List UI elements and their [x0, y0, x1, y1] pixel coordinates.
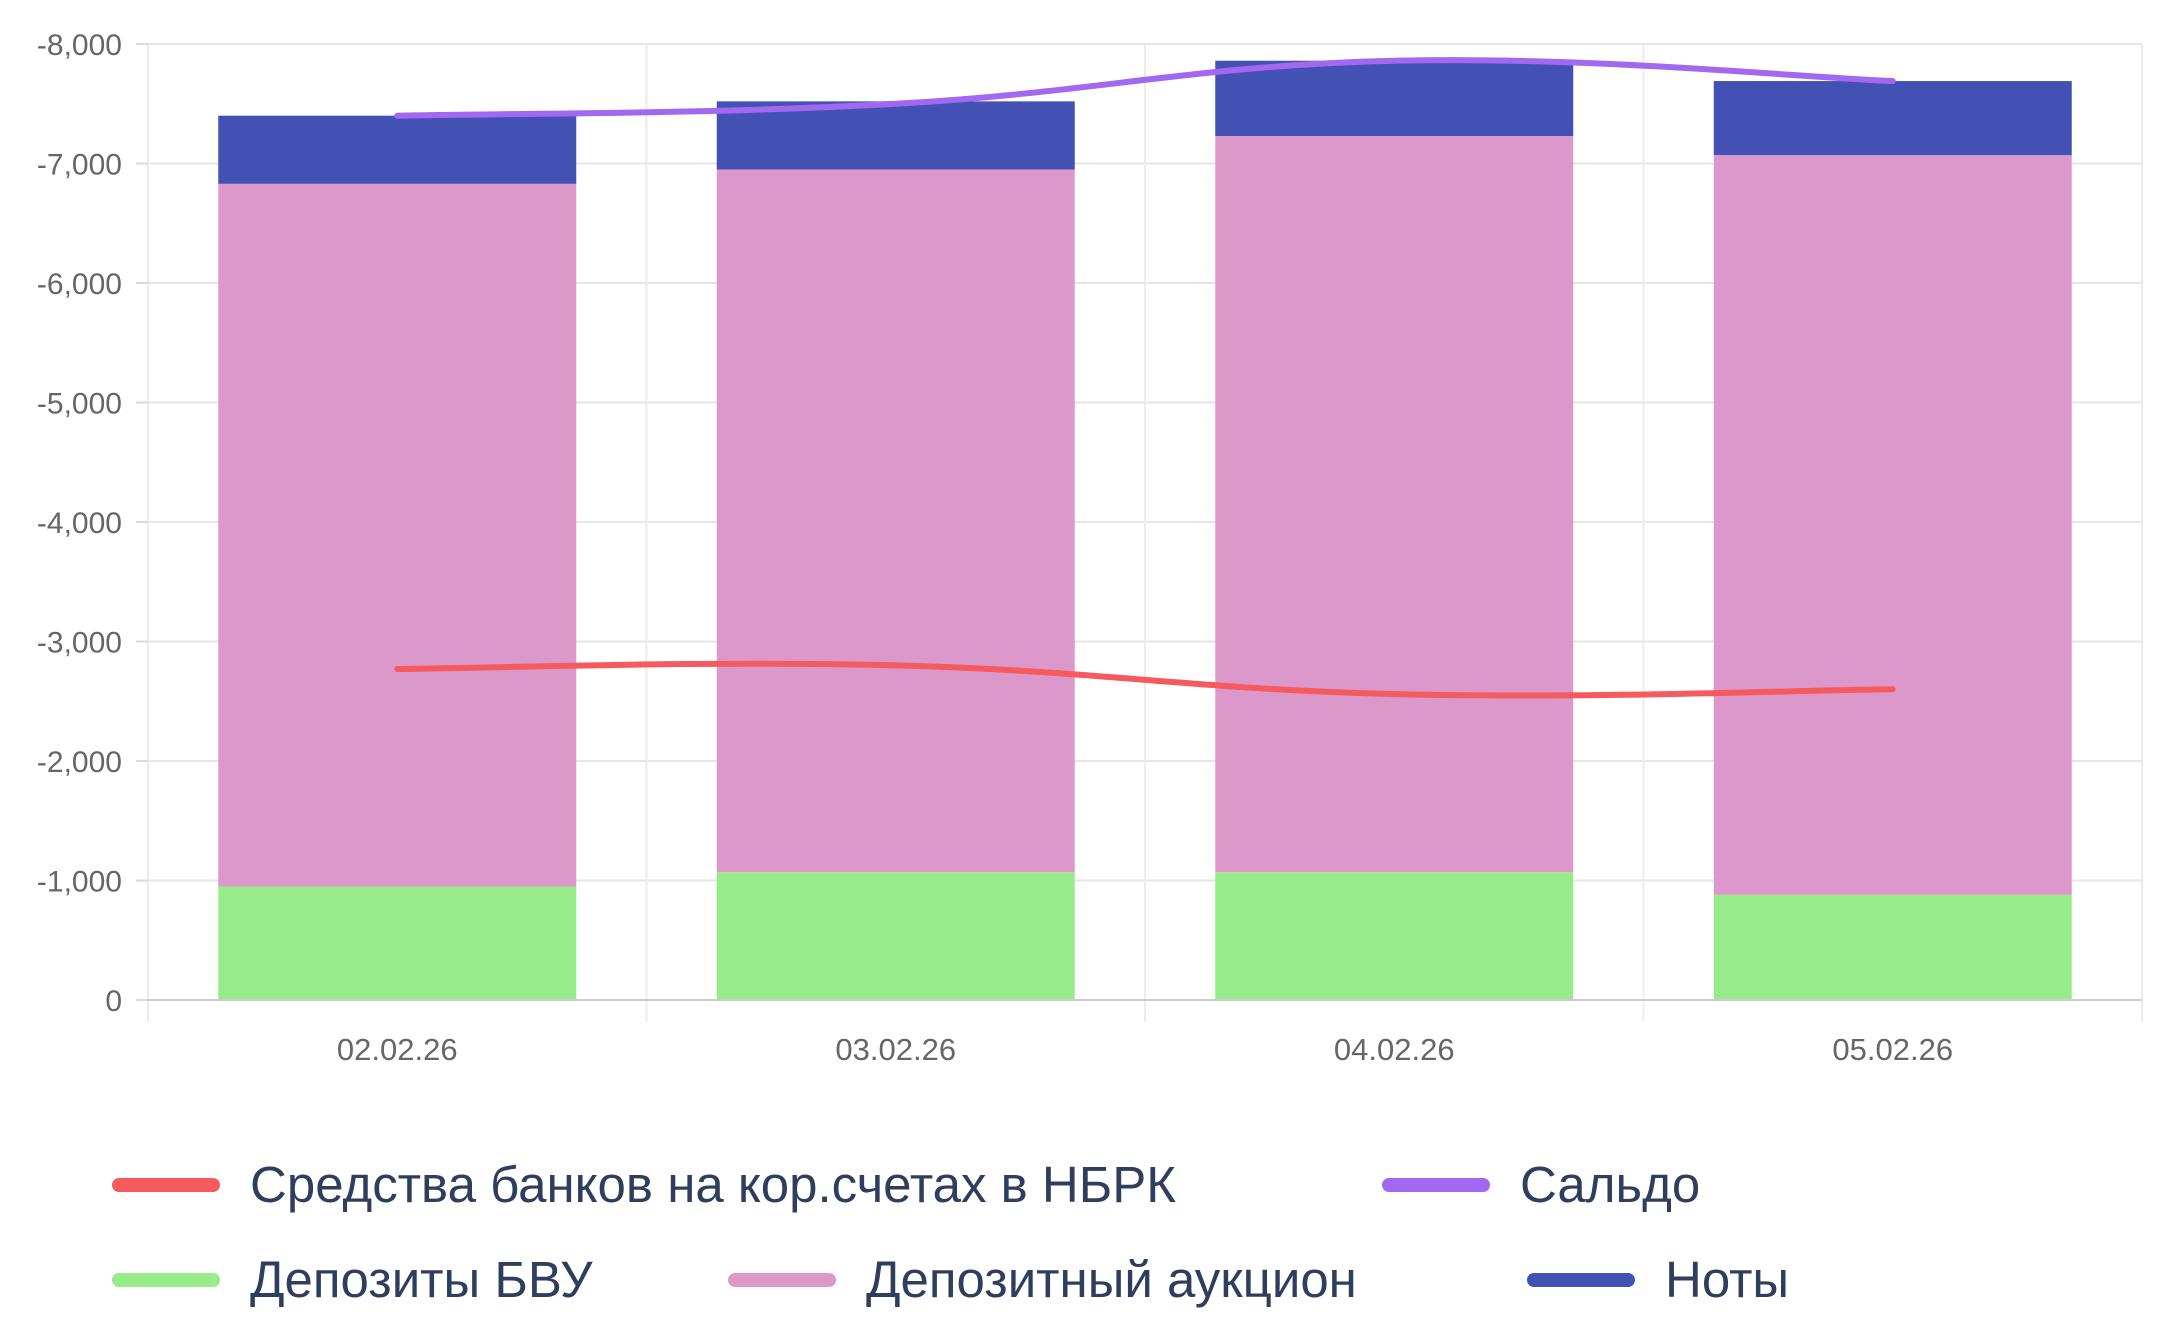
legend-item-notes[interactable]: Ноты — [1527, 1250, 1789, 1309]
x-tick-label: 05.02.26 — [1832, 1032, 1953, 1067]
bar-segment — [1215, 60, 1574, 137]
bar-segment — [218, 886, 577, 1000]
y-tick-label: -3,000 — [37, 627, 122, 660]
x-tick-label: 04.02.26 — [1334, 1032, 1455, 1067]
y-tick-label: 0 — [105, 985, 122, 1018]
legend-swatch-bvu-deposits — [112, 1272, 220, 1287]
y-tick-label: -8,000 — [37, 29, 122, 62]
bar-segment — [1713, 81, 2072, 156]
series-lines — [394, 57, 1896, 699]
legend-swatch-notes — [1527, 1272, 1635, 1287]
legend-swatch-correspondent-accounts — [112, 1177, 220, 1192]
series-line — [394, 57, 1896, 119]
legend-label: Депозиты БВУ — [250, 1251, 593, 1308]
bar-segment — [716, 169, 1075, 873]
series-line — [394, 660, 1896, 699]
bar-segment — [1713, 894, 2072, 1000]
bar-segment — [716, 101, 1075, 170]
y-tick-label: -2,000 — [37, 746, 122, 779]
legend-label: Сальдо — [1520, 1156, 1701, 1213]
bar-segment — [1215, 872, 1574, 1000]
legend-item-bvu-deposits[interactable]: Депозиты БВУ — [112, 1250, 593, 1309]
legend-item-saldo[interactable]: Сальдо — [1382, 1155, 1700, 1214]
y-tick-label: -7,000 — [37, 149, 122, 182]
legend-swatch-saldo — [1382, 1177, 1490, 1192]
legend-label: Ноты — [1665, 1251, 1790, 1308]
y-tick-label: -5,000 — [37, 388, 122, 421]
legend-swatch-deposit-auction — [728, 1272, 836, 1287]
legend-item-deposit-auction[interactable]: Депозитный аукцион — [728, 1250, 1357, 1309]
bars — [218, 60, 2072, 1000]
y-tick-label: -4,000 — [37, 507, 122, 540]
y-tick-label: -6,000 — [37, 268, 122, 301]
x-tick-label: 03.02.26 — [835, 1032, 956, 1067]
legend-item-correspondent-accounts[interactable]: Средства банков на кор.счетах в НБРК — [112, 1155, 1176, 1214]
legend-label: Средства банков на кор.счетах в НБРК — [250, 1156, 1176, 1213]
bar-segment — [218, 183, 577, 887]
bar-segment — [218, 115, 577, 184]
x-tick-label: 02.02.26 — [337, 1032, 458, 1067]
bar-segment — [1713, 155, 2072, 895]
y-tick-label: -1,000 — [37, 866, 122, 899]
legend-label: Депозитный аукцион — [866, 1251, 1357, 1308]
axes: -8,000 -7,000 -6,000 -5,000 -4,000 -3,000 -2,0… — [37, 29, 2142, 1067]
bar-segment — [716, 872, 1075, 1000]
bar-segment — [1215, 136, 1574, 873]
